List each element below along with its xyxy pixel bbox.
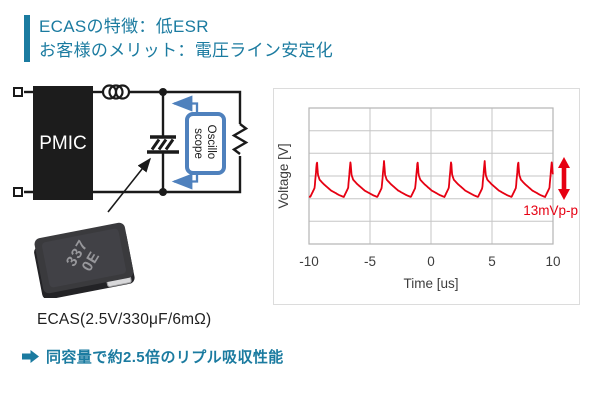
ripple-pp-label: 13mVp-p	[523, 203, 578, 218]
terminal-bottom-icon	[13, 187, 23, 197]
x-tick: -10	[299, 254, 319, 269]
y-axis-label: Voltage [V]	[276, 143, 291, 208]
load-resistor-icon	[231, 123, 249, 155]
x-tick: 5	[488, 254, 496, 269]
takeaway-text: 同容量で約2.5倍のリプル吸収性能	[46, 349, 284, 366]
circuit-diagram: PMIC Oscillo scope	[13, 84, 249, 213]
plot-border	[308, 107, 554, 245]
pmic-label: PMIC	[39, 133, 87, 154]
ecas-component-image: 337 0E	[34, 222, 135, 298]
ripple-pp-arrow-icon	[558, 157, 570, 200]
capacitor-symbol	[147, 135, 179, 154]
capacitor-pointer-arrow	[107, 157, 151, 213]
junction-dot-top	[159, 88, 167, 96]
probe-arrow-bottom	[171, 173, 199, 190]
oscilloscope-label: Oscillo scope	[192, 125, 217, 163]
takeaway: 同容量で約2.5倍のリプル吸収性能	[22, 346, 284, 367]
right-arrow-icon	[22, 350, 39, 363]
chart-panel: 13mVp-p Voltage [V] -10 -5 0 5 10 Time […	[273, 88, 580, 305]
x-tick: 10	[545, 254, 560, 269]
ripple-waveform	[308, 160, 554, 198]
ripple-chart: 13mVp-p Voltage [V] -10 -5 0 5 10 Time […	[276, 107, 578, 291]
component-caption: ECAS(2.5V/330μF/6mΩ)	[37, 311, 212, 328]
probe-arrow-top	[171, 95, 199, 114]
page-title: ECASの特徴：低ESR お客様のメリット：電圧ライン安定化	[24, 15, 333, 62]
pmic-block	[33, 86, 93, 200]
inductor-icon	[101, 84, 131, 100]
x-tick: -5	[364, 254, 376, 269]
chip-top-face	[42, 228, 126, 288]
x-tick: 0	[427, 254, 435, 269]
title-line-1: ECASの特徴：低ESR	[39, 17, 209, 36]
junction-dot-bottom	[159, 188, 167, 196]
x-axis-label: Time [us]	[403, 276, 458, 291]
x-tick-labels: -10 -5 0 5 10	[299, 254, 560, 269]
title-line-2: お客様のメリット：電圧ライン安定化	[39, 40, 334, 60]
terminal-top-icon	[13, 87, 23, 97]
oscilloscope-box	[185, 112, 226, 175]
